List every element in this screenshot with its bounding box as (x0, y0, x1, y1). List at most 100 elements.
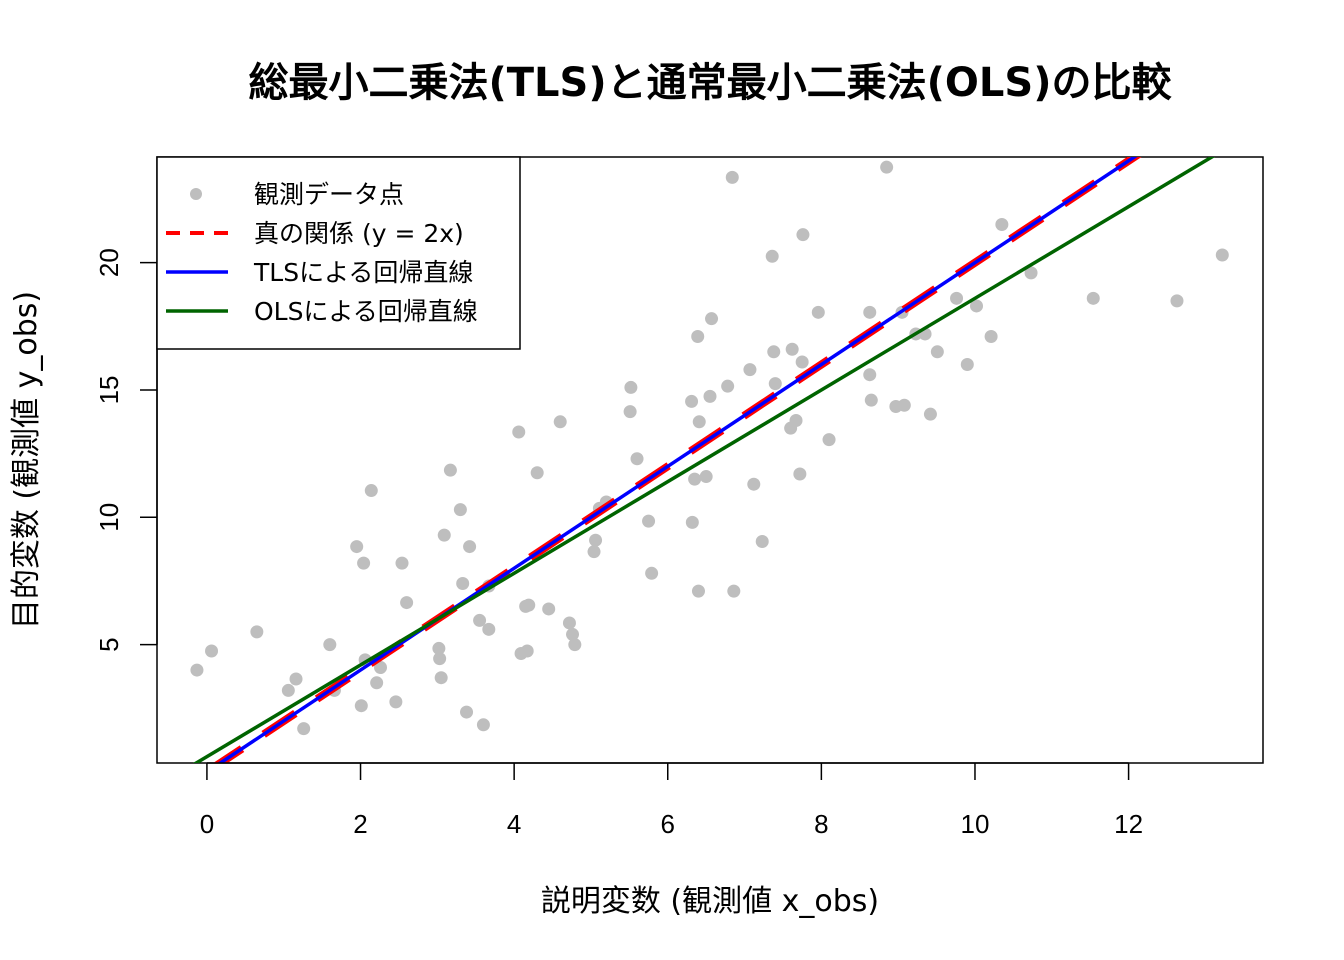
data-point (727, 584, 741, 598)
y-tick-label: 5 (94, 637, 124, 651)
data-point (323, 638, 337, 652)
data-point (923, 407, 937, 421)
data-point (587, 545, 601, 559)
data-point (691, 584, 705, 598)
x-tick-label: 6 (661, 809, 675, 839)
data-point (364, 484, 378, 498)
data-point (863, 368, 877, 382)
data-point (443, 463, 457, 477)
legend-point-symbol (190, 188, 202, 200)
x-tick-label: 12 (1114, 809, 1143, 839)
data-point (699, 470, 713, 484)
data-point (793, 467, 807, 481)
data-point (755, 534, 769, 548)
data-point (785, 342, 799, 356)
data-point (281, 683, 295, 697)
data-point (685, 394, 699, 408)
data-point (522, 598, 536, 612)
data-point (747, 477, 761, 491)
data-point (688, 472, 702, 486)
data-point (437, 528, 451, 542)
data-point (691, 330, 705, 344)
data-point (1215, 248, 1229, 262)
data-point (1170, 294, 1184, 308)
legend-label: OLSによる回帰直線 (254, 297, 478, 326)
data-point (205, 644, 219, 658)
data-point (354, 699, 368, 713)
data-point (822, 433, 836, 447)
data-point (566, 627, 580, 641)
data-point (725, 170, 739, 184)
data-point (970, 299, 984, 313)
tls-regression-line (217, 157, 1138, 763)
data-point (789, 414, 803, 428)
data-point (395, 556, 409, 570)
data-point (642, 514, 656, 528)
lines-layer (192, 157, 1216, 763)
data-point (463, 540, 477, 554)
data-point (930, 345, 944, 359)
data-point (432, 641, 446, 655)
data-point (795, 355, 809, 369)
data-point (350, 540, 364, 554)
points-layer (190, 160, 1229, 736)
data-point (767, 345, 781, 359)
y-axis-label: 目的変数 (観測値 y_obs) (9, 291, 44, 629)
data-point (768, 377, 782, 391)
data-point (984, 330, 998, 344)
data-point (530, 466, 544, 480)
ols-regression-line (192, 157, 1216, 763)
x-axis: 0 2 4 6 8 10 12 (200, 762, 1143, 839)
legend-label: TLSによる回帰直線 (253, 258, 473, 287)
data-point (473, 613, 487, 627)
data-point (562, 616, 576, 630)
data-point (1024, 266, 1038, 280)
legend-label: 観測データ点 (254, 180, 404, 209)
data-point (863, 305, 877, 319)
data-point (370, 676, 384, 690)
data-point (623, 405, 637, 419)
data-point (568, 638, 582, 652)
data-point (433, 652, 447, 666)
data-point (297, 722, 311, 736)
x-tick-label: 2 (353, 809, 367, 839)
data-point (880, 160, 894, 174)
y-tick-label: 20 (94, 248, 124, 277)
data-point (374, 661, 388, 675)
data-point (553, 415, 567, 429)
data-point (897, 398, 911, 412)
data-point (357, 556, 371, 570)
data-point (692, 415, 706, 429)
y-axis: 5 10 15 20 (94, 248, 158, 652)
data-point (389, 695, 403, 709)
data-point (624, 380, 638, 394)
legend-box (156, 156, 521, 350)
data-point (630, 452, 644, 466)
data-point (765, 249, 779, 263)
data-point (542, 602, 556, 616)
data-point (460, 705, 474, 719)
data-point (250, 625, 264, 639)
y-tick-label: 10 (94, 503, 124, 532)
data-point (190, 663, 204, 677)
data-point (960, 358, 974, 372)
y-tick-label: 15 (94, 376, 124, 405)
x-tick-label: 0 (200, 809, 214, 839)
data-point (589, 533, 603, 547)
data-point (476, 718, 490, 732)
legend-label: 真の関係 (y = 2x) (254, 219, 464, 248)
x-tick-label: 4 (507, 809, 521, 839)
data-point (796, 228, 810, 242)
data-point (456, 576, 470, 590)
data-point (400, 596, 414, 610)
data-point (1086, 291, 1100, 305)
data-point (703, 389, 717, 403)
chart-title: 総最小二乗法(TLS)と通常最小二乗法(OLS)の比較 (248, 60, 1172, 106)
data-point (995, 217, 1009, 231)
data-point (645, 566, 659, 580)
data-point (520, 644, 534, 658)
x-axis-label: 説明変数 (観測値 x_obs) (541, 884, 879, 919)
data-point (434, 671, 448, 685)
